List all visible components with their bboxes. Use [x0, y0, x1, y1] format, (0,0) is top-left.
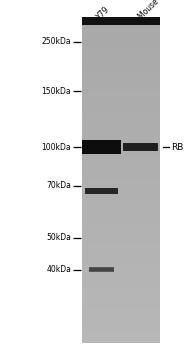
Text: 40kDa: 40kDa — [46, 265, 71, 274]
Bar — [90, 268, 113, 271]
Bar — [123, 143, 158, 151]
Bar — [89, 267, 114, 272]
Bar — [82, 140, 121, 154]
Bar — [86, 188, 117, 193]
Bar — [85, 188, 118, 194]
Bar — [89, 268, 113, 271]
Bar — [85, 188, 118, 194]
Text: Mouse thymus: Mouse thymus — [137, 0, 183, 21]
Bar — [82, 141, 120, 153]
Bar — [90, 268, 113, 271]
Bar — [90, 268, 113, 271]
Text: RB: RB — [171, 142, 183, 152]
Text: 50kDa: 50kDa — [46, 233, 71, 243]
Bar — [124, 144, 156, 150]
Bar — [82, 18, 121, 24]
Text: Y79: Y79 — [95, 5, 112, 21]
Bar — [84, 142, 119, 152]
Bar — [86, 188, 117, 193]
Bar — [124, 144, 157, 150]
Bar — [89, 268, 114, 271]
Text: 150kDa: 150kDa — [42, 86, 71, 96]
Text: 70kDa: 70kDa — [46, 181, 71, 190]
Bar — [84, 142, 119, 152]
Bar — [82, 140, 121, 154]
Bar — [85, 188, 118, 194]
Bar — [90, 268, 113, 271]
Bar — [124, 144, 157, 150]
Bar — [121, 18, 160, 24]
Bar — [83, 141, 120, 153]
Text: 100kDa: 100kDa — [42, 142, 71, 152]
Bar — [123, 143, 158, 151]
Bar — [83, 141, 120, 153]
Bar — [123, 144, 157, 150]
Bar — [83, 141, 120, 153]
Bar — [86, 188, 117, 194]
Bar — [86, 188, 117, 193]
Bar — [124, 144, 157, 150]
Bar — [89, 267, 114, 272]
Text: 250kDa: 250kDa — [42, 37, 71, 47]
Bar — [125, 144, 156, 150]
Bar — [87, 189, 116, 193]
